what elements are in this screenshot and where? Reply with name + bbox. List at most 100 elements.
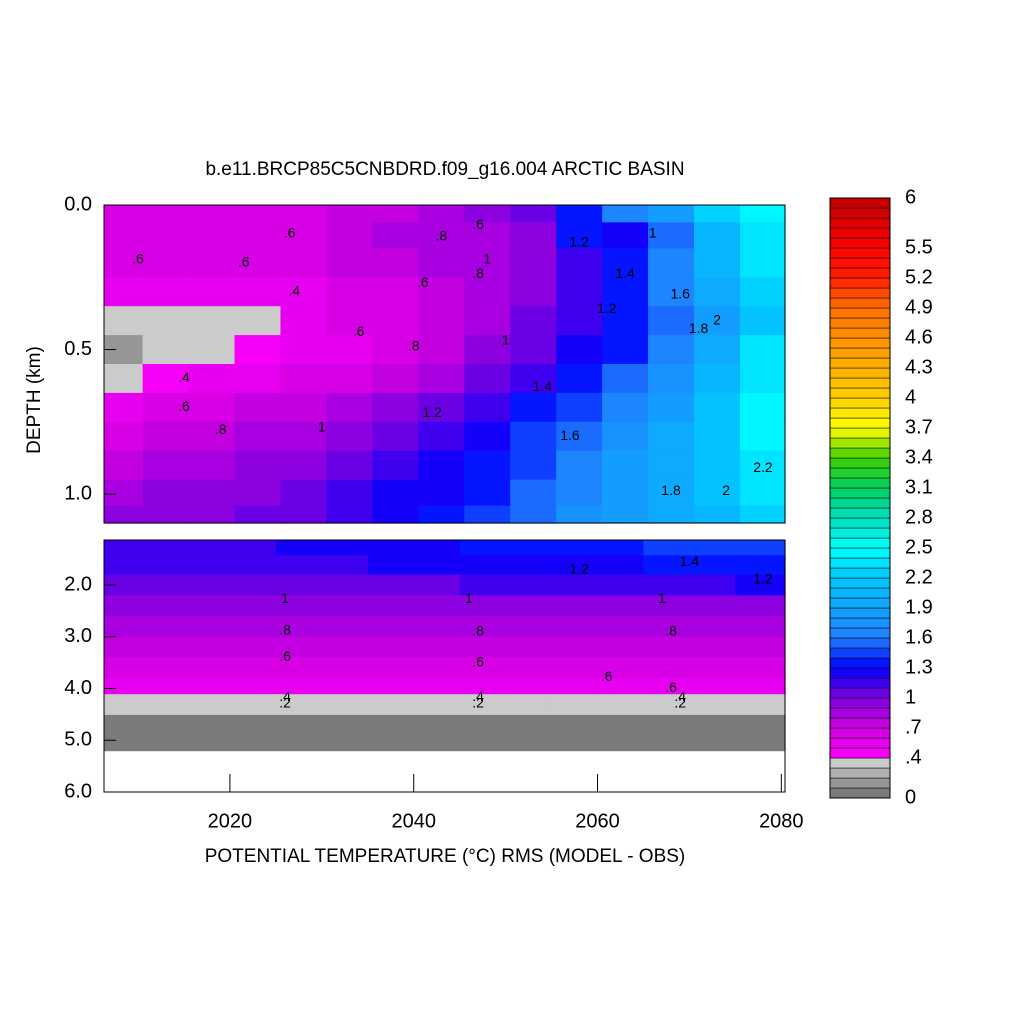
field-cell xyxy=(735,595,786,617)
field-cell xyxy=(275,678,369,695)
field-cell xyxy=(556,335,603,365)
field-cell xyxy=(735,555,786,576)
field-cell xyxy=(104,205,144,223)
contour-label: 1.8 xyxy=(689,320,709,336)
field-cell xyxy=(280,277,328,307)
field-cell xyxy=(234,277,282,307)
colorbar-box xyxy=(829,637,891,649)
colorbar-box xyxy=(829,347,891,359)
field-cell xyxy=(556,505,603,524)
field-cell xyxy=(188,222,236,249)
field-cell xyxy=(275,540,369,556)
colorbar-box xyxy=(829,627,891,639)
field-cell xyxy=(367,657,461,679)
field-cell xyxy=(602,505,649,524)
colorbar-box xyxy=(829,697,891,709)
field-cell xyxy=(556,248,603,278)
contour-label: 1.4 xyxy=(615,265,635,281)
field-cell xyxy=(694,505,741,524)
colorbar-box xyxy=(829,467,891,479)
colorbar-box xyxy=(829,587,891,599)
chart-title: b.e11.BRCP85C5CNBDRD.f09_g16.004 ARCTIC … xyxy=(205,159,684,180)
field-cell xyxy=(104,714,185,752)
field-cell xyxy=(643,636,736,659)
field-cell xyxy=(183,540,277,556)
colorbar-box xyxy=(829,547,891,559)
field-cell xyxy=(556,364,603,394)
field-cell xyxy=(602,222,649,249)
field-cell xyxy=(556,479,603,507)
colorbar-box xyxy=(829,247,891,259)
colorbar-box xyxy=(829,477,891,489)
colorbar-box xyxy=(829,777,891,789)
contour-label: .8 xyxy=(435,228,447,244)
field-cell xyxy=(275,694,369,716)
contour-label: 1.6 xyxy=(560,427,580,443)
colorbar-box xyxy=(829,617,891,629)
plot-frame xyxy=(103,539,786,793)
field-cell xyxy=(372,277,419,307)
colorbar-box xyxy=(829,407,891,419)
y-tick-label: 3.0 xyxy=(64,625,92,647)
colorbar-box xyxy=(829,577,891,589)
field-cell xyxy=(739,248,786,278)
field-cell xyxy=(459,657,553,679)
field-cell xyxy=(104,450,144,481)
colorbar-box xyxy=(829,747,891,759)
colorbar-box xyxy=(829,277,891,289)
field-cell xyxy=(326,479,373,507)
colorbar-box xyxy=(829,727,891,739)
contour-label: .6 xyxy=(665,679,677,695)
colorbar-label: 4.6 xyxy=(905,326,933,348)
contour-label: .6 xyxy=(353,323,365,339)
contour-label: .6 xyxy=(472,653,484,669)
y-axis-label: DEPTH (km) xyxy=(24,346,45,454)
field-cell xyxy=(188,421,236,452)
contour-label: .2 xyxy=(674,695,686,711)
field-cell xyxy=(510,222,557,249)
colorbar-label: 1.3 xyxy=(905,656,933,678)
field-cell xyxy=(464,450,511,481)
field-cell xyxy=(183,636,277,659)
field-cell xyxy=(142,306,190,336)
y-tick-label: 6.0 xyxy=(64,780,92,802)
field-cell xyxy=(735,574,786,596)
contour-label: .8 xyxy=(279,621,291,637)
field-cell xyxy=(464,248,511,278)
colorbar-box xyxy=(829,437,891,449)
contour-label: 1.2 xyxy=(569,561,589,577)
field-cell xyxy=(694,222,741,249)
field-cell xyxy=(142,421,190,452)
field-cell xyxy=(367,555,461,576)
field-cell xyxy=(326,421,373,452)
contour-label: 1.4 xyxy=(680,553,700,569)
field-cell xyxy=(104,555,185,576)
colorbar-box xyxy=(829,377,891,389)
field-cell xyxy=(418,505,465,524)
field-cell xyxy=(643,678,736,695)
contour-label: 1.2 xyxy=(753,571,773,587)
field-cell xyxy=(556,450,603,481)
field-cell xyxy=(464,205,511,223)
contour-label: .6 xyxy=(238,254,250,270)
contour-label: 1 xyxy=(502,332,510,348)
field-cell xyxy=(367,694,461,716)
colorbar-label: 0 xyxy=(905,786,916,808)
field-cell xyxy=(694,335,741,365)
field-cell xyxy=(464,335,511,365)
field-cell xyxy=(234,335,282,365)
field-cell xyxy=(510,277,557,307)
field-cell xyxy=(459,636,553,659)
field-cell xyxy=(643,616,736,638)
field-cell xyxy=(104,392,144,423)
colorbar-box xyxy=(829,287,891,299)
colorbar-label: .7 xyxy=(905,716,922,738)
field-cell xyxy=(556,277,603,307)
field-cell xyxy=(372,421,419,452)
field-cell xyxy=(694,248,741,278)
field-cell xyxy=(188,450,236,481)
colorbar-box xyxy=(829,757,891,769)
colorbar-label: 1.6 xyxy=(905,626,933,648)
field-cell xyxy=(104,574,185,596)
field-cell xyxy=(142,277,190,307)
